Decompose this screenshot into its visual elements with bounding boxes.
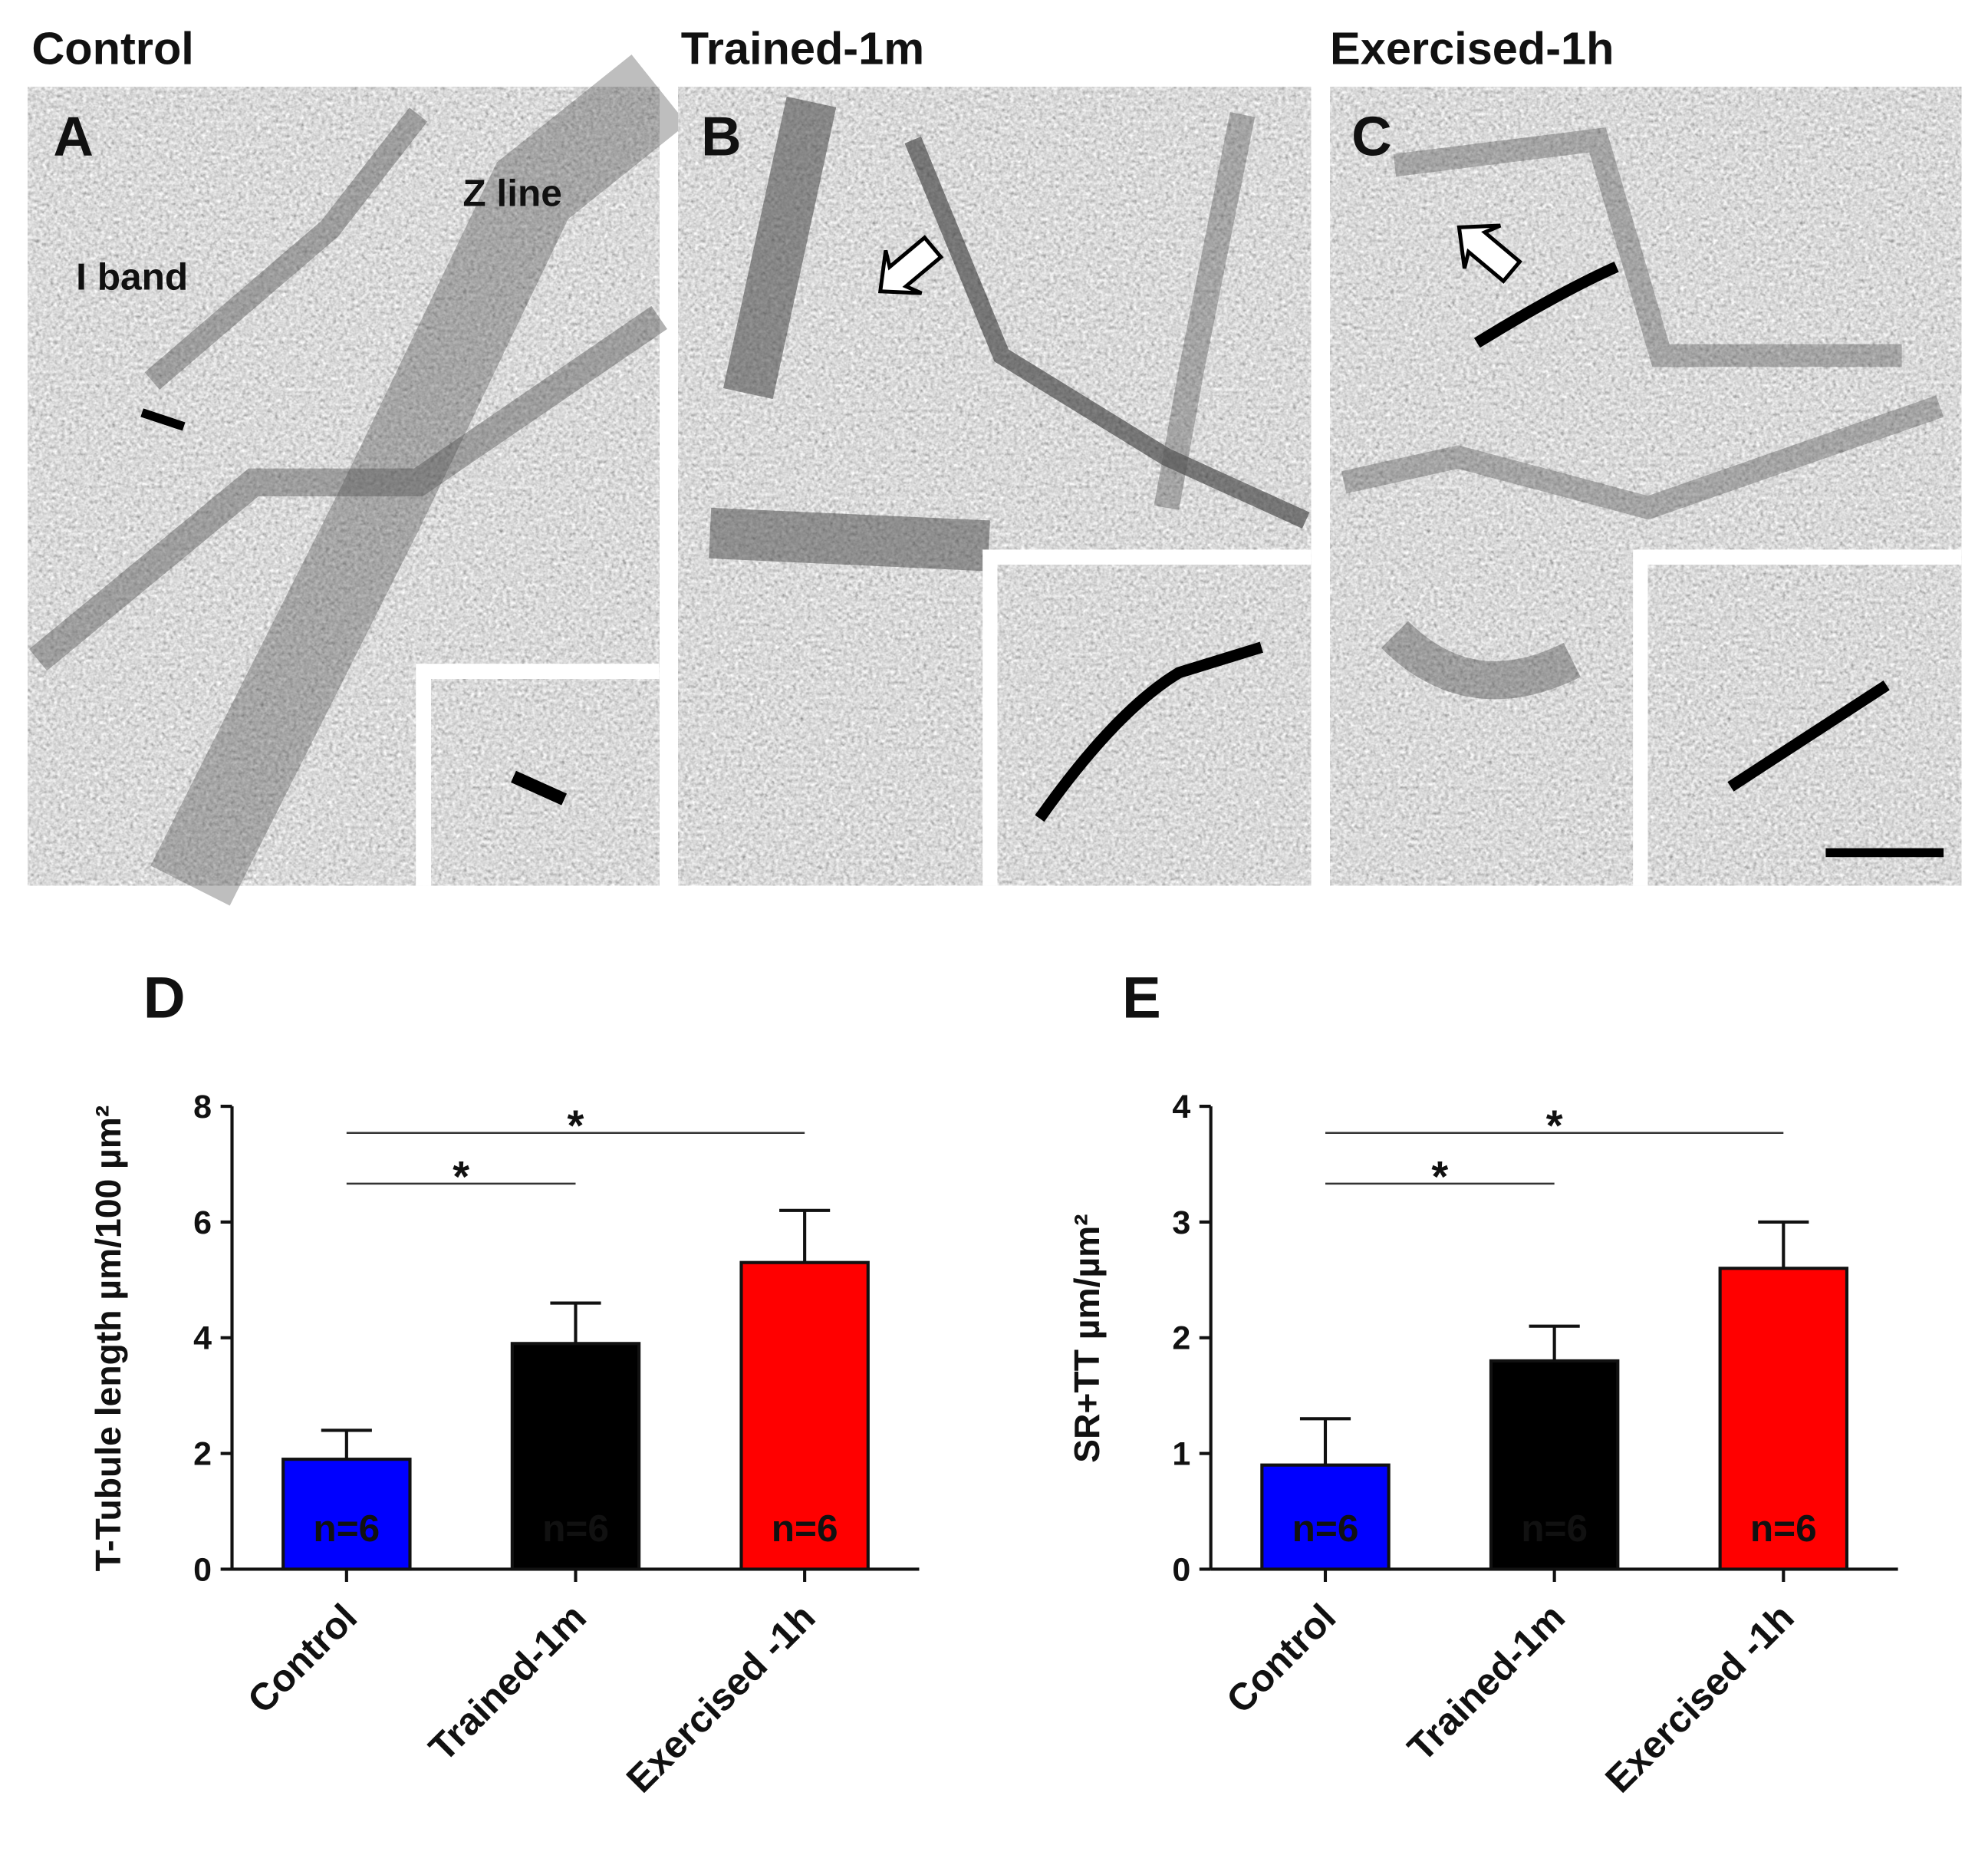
annotation: I band [76, 255, 188, 298]
bar-label: n=6 [1750, 1507, 1817, 1550]
significance-label: * [453, 1152, 469, 1201]
annotation: Z line [462, 171, 561, 214]
x-tick-label: Control [239, 1596, 365, 1722]
bar-label: n=6 [542, 1507, 609, 1550]
bar-label: n=6 [772, 1507, 838, 1550]
panel-label: B [701, 105, 742, 167]
x-tick-label: Exercised -1h [1597, 1596, 1802, 1801]
y-tick-label: 4 [1172, 1089, 1190, 1125]
micrograph-c [1330, 87, 1962, 886]
x-tick-label: Trained-1m [1399, 1596, 1573, 1770]
significance-label: * [568, 1102, 584, 1150]
panel-title: Control [31, 22, 194, 74]
x-tick-label: Trained-1m [420, 1596, 594, 1770]
y-tick-label: 8 [193, 1089, 212, 1125]
y-tick-label: 3 [1172, 1204, 1190, 1241]
panel-label: C [1351, 105, 1392, 167]
y-tick-label: 4 [193, 1320, 212, 1357]
bar [510, 1342, 641, 1571]
y-tick-label: 0 [1172, 1551, 1190, 1588]
bar [281, 1458, 412, 1571]
y-tick-label: 2 [193, 1435, 212, 1472]
y-tick-label: 2 [1172, 1320, 1190, 1357]
micrograph-a [28, 54, 687, 906]
bar [1260, 1463, 1391, 1571]
bar-label: n=6 [1521, 1507, 1588, 1550]
bar [1718, 1267, 1849, 1571]
panel-title: Trained-1m [681, 22, 924, 74]
bar-label: n=6 [1292, 1507, 1359, 1550]
significance-label: * [1431, 1152, 1448, 1201]
panel-title: Exercised-1h [1330, 22, 1614, 74]
micrograph-b [678, 87, 1312, 886]
panel-label: D [143, 965, 186, 1030]
bar [739, 1260, 870, 1571]
y-axis-label: SR+TT µm/µm² [1067, 1214, 1107, 1463]
panel-label: A [53, 105, 94, 167]
x-tick-label: Exercised -1h [618, 1596, 824, 1801]
y-tick-label: 6 [193, 1204, 212, 1241]
bar-label: n=6 [313, 1507, 380, 1550]
y-tick-label: 1 [1172, 1435, 1190, 1472]
significance-label: * [1546, 1102, 1563, 1150]
x-tick-label: Control [1218, 1596, 1344, 1722]
y-tick-label: 0 [193, 1551, 212, 1588]
y-axis-label: T-Tubule length µm/100 µm² [88, 1105, 128, 1572]
panel-label: E [1122, 965, 1161, 1030]
